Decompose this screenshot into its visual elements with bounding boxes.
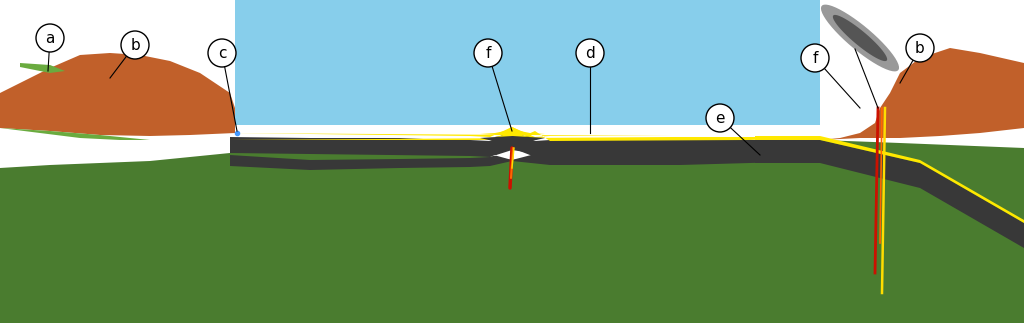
Text: b: b xyxy=(915,40,925,56)
Circle shape xyxy=(474,39,502,67)
Text: f: f xyxy=(812,50,818,66)
Text: c: c xyxy=(218,46,226,60)
Polygon shape xyxy=(755,163,1024,278)
Text: a: a xyxy=(45,30,54,46)
Polygon shape xyxy=(230,127,820,141)
Text: b: b xyxy=(130,37,140,53)
Polygon shape xyxy=(755,140,1024,248)
Circle shape xyxy=(121,31,150,59)
Polygon shape xyxy=(0,128,150,140)
Polygon shape xyxy=(833,15,887,61)
Polygon shape xyxy=(234,0,820,125)
Polygon shape xyxy=(480,127,545,138)
Circle shape xyxy=(575,39,604,67)
Polygon shape xyxy=(0,148,1024,323)
Polygon shape xyxy=(0,0,234,136)
Polygon shape xyxy=(820,140,1024,168)
Polygon shape xyxy=(821,5,899,71)
Circle shape xyxy=(36,24,65,52)
Text: e: e xyxy=(715,110,725,126)
Polygon shape xyxy=(230,131,820,157)
Circle shape xyxy=(208,39,236,67)
Polygon shape xyxy=(230,133,820,170)
Circle shape xyxy=(801,44,829,72)
Text: d: d xyxy=(585,46,595,60)
Polygon shape xyxy=(20,63,65,73)
Polygon shape xyxy=(755,136,1024,223)
Polygon shape xyxy=(480,131,545,153)
Circle shape xyxy=(906,34,934,62)
Polygon shape xyxy=(820,48,1024,140)
Circle shape xyxy=(706,104,734,132)
Text: f: f xyxy=(485,46,490,60)
